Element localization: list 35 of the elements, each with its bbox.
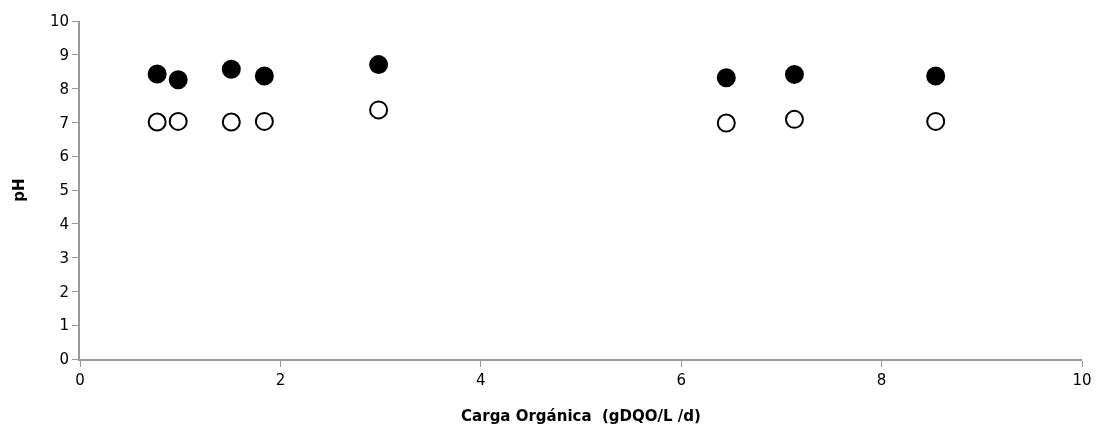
point (147, 112, 167, 132)
y-tick-label: 10 (49, 12, 69, 31)
x-tick-label: 0 (75, 371, 85, 389)
y-tick-label: 0 (59, 350, 69, 369)
x-tick-label: 6 (676, 371, 686, 389)
point (168, 111, 188, 131)
point (254, 66, 274, 86)
y-tick-label: 7 (59, 113, 69, 132)
point (784, 64, 804, 84)
point (716, 68, 736, 88)
y-tick-label: 3 (59, 248, 69, 267)
y-tick-label: 8 (59, 79, 69, 98)
point (926, 66, 946, 86)
y-tick-label: 2 (59, 282, 69, 301)
point (168, 70, 188, 90)
y-tick-label: 4 (59, 215, 69, 234)
point (716, 113, 736, 133)
y-tick-label: 1 (59, 316, 69, 335)
point (221, 112, 241, 132)
x-tick-label: 4 (476, 371, 486, 389)
x-tick-label: 10 (1072, 371, 1092, 389)
y-tick-label: 5 (59, 181, 69, 200)
point (147, 64, 167, 84)
point (221, 59, 241, 79)
y-tick-label: 9 (59, 46, 69, 65)
x-tick-label: 8 (876, 371, 887, 389)
point (926, 111, 946, 131)
y-tick-label: 6 (59, 147, 69, 166)
point (254, 111, 274, 131)
y-axis-title: pH (9, 178, 28, 202)
point (369, 55, 389, 75)
point (784, 109, 804, 129)
x-axis-title: Carga Orgánica (gDQO/L /d) (461, 406, 701, 425)
point (369, 100, 389, 120)
x-tick-label: 2 (275, 371, 286, 389)
